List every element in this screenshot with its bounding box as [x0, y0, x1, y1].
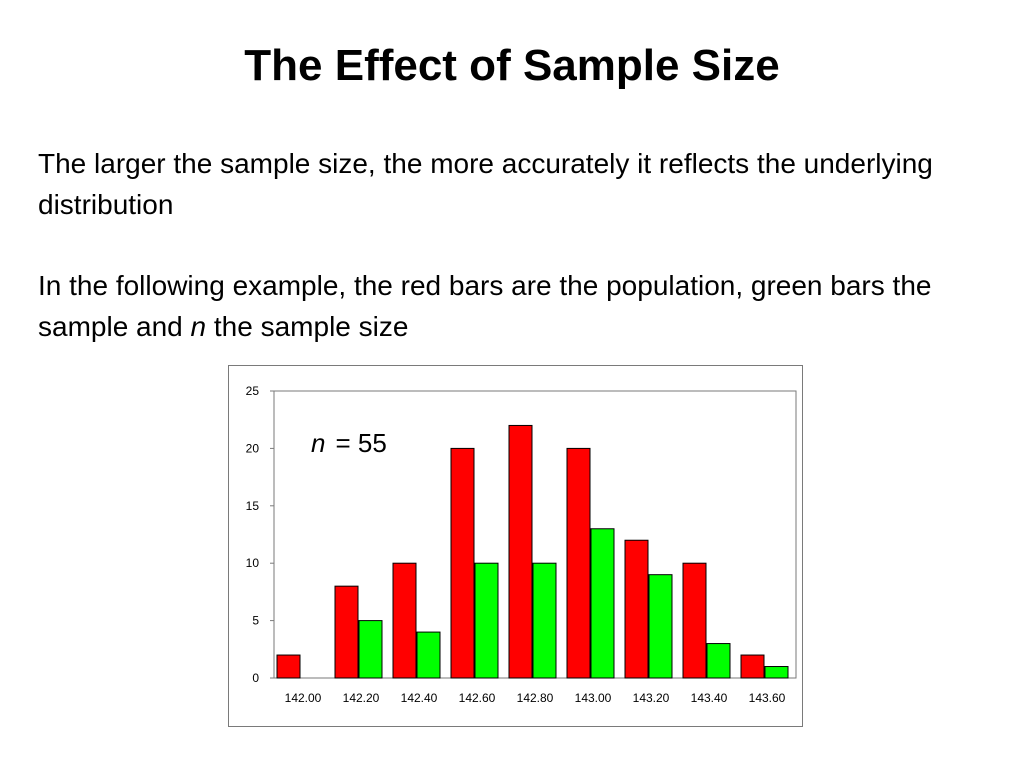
y-tick-label: 5	[252, 614, 259, 628]
annotation-n: n	[311, 428, 325, 458]
x-tick-label: 142.00	[285, 691, 322, 705]
bullet-example-n: n	[190, 311, 207, 342]
bullet-sample-size: The larger the sample size, the more acc…	[38, 143, 988, 225]
population-bar	[276, 654, 301, 679]
y-tick-label: 15	[246, 499, 260, 513]
sample-bar	[764, 666, 789, 679]
bullet-example-text-1: In the following example, the red bars a…	[38, 270, 932, 342]
x-tick-label: 143.20	[633, 691, 670, 705]
sample-bar	[358, 620, 383, 679]
y-tick-label: 10	[246, 556, 260, 570]
population-bar	[682, 562, 707, 679]
x-tick-label: 142.80	[517, 691, 554, 705]
chart-frame: n = 55 0 5 10 15 20 25 142.00 142.20 142.40 142.60…	[228, 365, 803, 727]
population-bar	[450, 447, 475, 679]
x-tick-label: 143.60	[749, 691, 786, 705]
population-bar	[566, 447, 591, 679]
y-tick-label: 20	[246, 441, 260, 455]
population-bar	[508, 424, 533, 679]
population-bar	[740, 654, 765, 679]
population-bar	[334, 585, 359, 679]
bullet-example: In the following example, the red bars a…	[38, 265, 988, 347]
sample-bar	[590, 528, 615, 679]
x-tick-label: 142.40	[401, 691, 438, 705]
annotation: n = 55	[311, 428, 387, 458]
population-bar	[624, 539, 649, 679]
histogram-chart: n = 55 0 5 10 15 20 25 142.00 142.20 142.40 142.60…	[246, 384, 797, 705]
x-tick-label: 143.00	[575, 691, 612, 705]
slide-title: The Effect of Sample Size	[244, 41, 780, 90]
x-tick-label: 142.20	[343, 691, 380, 705]
sample-bar	[706, 643, 731, 679]
annotation-value: = 55	[335, 428, 386, 458]
bullet-sample-size-text: The larger the sample size, the more acc…	[38, 148, 933, 220]
sample-bar	[416, 631, 441, 679]
sample-bar	[648, 574, 673, 679]
y-tick-label: 0	[252, 671, 259, 685]
sample-bar	[474, 562, 499, 679]
x-tick-label: 143.40	[691, 691, 728, 705]
population-bar	[392, 562, 417, 679]
bullet-example-text-2: the sample size	[206, 311, 409, 342]
sample-bar	[532, 562, 557, 679]
y-tick-label: 25	[246, 384, 260, 398]
x-tick-label: 142.60	[459, 691, 496, 705]
